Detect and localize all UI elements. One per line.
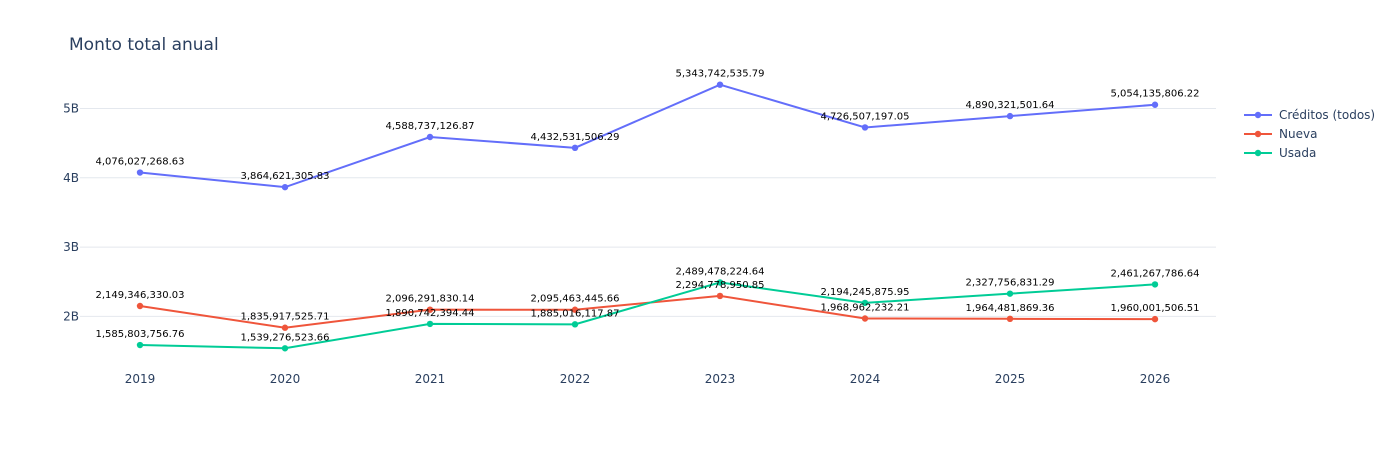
x-tick-label: 2025 [995,372,1026,386]
data-label: 2,194,245,875.95 [820,287,909,298]
chart-title: Monto total anual [69,35,219,55]
data-label: 4,432,531,506.29 [530,132,619,143]
data-label: 4,726,507,197.05 [820,111,909,122]
data-point[interactable] [426,133,434,141]
grid-lines [80,107,1216,317]
x-tick-label: 2020 [270,372,301,386]
data-label: 2,327,756,831.29 [965,278,1054,289]
data-point[interactable] [1006,290,1014,297]
legend-swatch-marker [1254,149,1262,157]
data-point[interactable] [716,292,724,300]
legend-swatch-marker [1254,111,1262,119]
x-tick-label: 2021 [415,372,446,386]
x-tick-label: 2024 [850,372,881,386]
x-tick-label: 2026 [1140,372,1171,386]
y-tick-label: 2B [63,309,79,323]
data-point[interactable] [426,320,434,328]
data-label: 2,149,346,330.03 [95,290,184,301]
legend-swatch-marker [1254,130,1262,138]
data-point[interactable] [281,183,289,191]
data-label: 2,489,478,224.64 [675,266,764,277]
x-tick-label: 2023 [705,372,736,386]
data-point[interactable] [136,169,144,176]
data-label: 1,585,803,756.76 [95,329,184,340]
data-label: 2,095,463,445.66 [530,294,619,305]
x-tick-label: 2019 [125,372,156,386]
data-label: 1,835,917,525.71 [240,312,329,323]
data-label: 1,885,016,117.87 [530,308,619,319]
x-tick-label: 2022 [560,372,591,386]
series-2 [136,279,1159,352]
data-point[interactable] [861,299,869,307]
data-point[interactable] [1151,101,1159,108]
data-point[interactable] [136,341,144,349]
y-tick-label: 3B [63,240,79,254]
data-label: 1,539,276,523.66 [240,332,329,343]
legend-item-0[interactable]: Créditos (todos) [1244,108,1375,122]
data-label: 4,076,027,268.63 [95,157,184,168]
data-label: 5,343,742,535.79 [675,69,764,80]
data-point[interactable] [1151,281,1159,288]
x-axis-ticks: 2019 2020 2021 2022 2023 2024 2025 2026 [125,372,1171,386]
y-tick-label: 4B [63,171,79,185]
legend-label: Nueva [1279,127,1317,141]
data-point[interactable] [1006,112,1014,120]
data-point[interactable] [861,124,869,131]
data-label: 5,054,135,806.22 [1110,89,1199,100]
data-point[interactable] [281,345,289,352]
data-point[interactable] [571,321,579,328]
legend[interactable]: Créditos (todos) Nueva Usada [1244,108,1375,160]
data-label: 2,096,291,830.14 [385,294,474,305]
data-label: 2,461,267,786.64 [1110,268,1199,279]
data-point[interactable] [136,302,144,310]
data-point[interactable] [426,306,434,313]
y-axis-ticks: 2B 3B 4B 5B [63,101,79,323]
data-labels: 4,076,027,268.63 3,864,621,305.83 4,588,73… [95,69,1199,344]
data-point[interactable] [1006,315,1014,323]
data-label: 3,864,621,305.83 [240,171,329,182]
data-point[interactable] [571,144,579,152]
data-label: 1,964,481,869.36 [965,303,1054,314]
y-tick-label: 5B [63,101,79,115]
data-label: 1,890,742,394.44 [385,308,474,319]
series-line [139,83,1156,189]
series-lines [136,81,1159,352]
series-0 [136,81,1159,191]
legend-label: Créditos (todos) [1279,108,1375,122]
data-point[interactable] [716,279,724,286]
data-point[interactable] [716,81,724,88]
data-label: 2,294,778,950.85 [675,280,764,291]
legend-label: Usada [1279,146,1316,160]
data-point[interactable] [571,306,579,313]
data-label: 4,588,737,126.87 [385,121,474,132]
data-label: 4,890,321,501.64 [965,100,1054,111]
series-line [139,281,1156,350]
data-label: 1,968,962,232.21 [820,303,909,314]
data-point[interactable] [281,324,289,331]
data-label: 1,960,001,506.51 [1110,303,1199,314]
data-point[interactable] [861,315,869,322]
data-point[interactable] [1151,315,1159,323]
legend-item-1[interactable]: Nueva [1244,127,1317,141]
legend-item-2[interactable]: Usada [1244,146,1316,160]
